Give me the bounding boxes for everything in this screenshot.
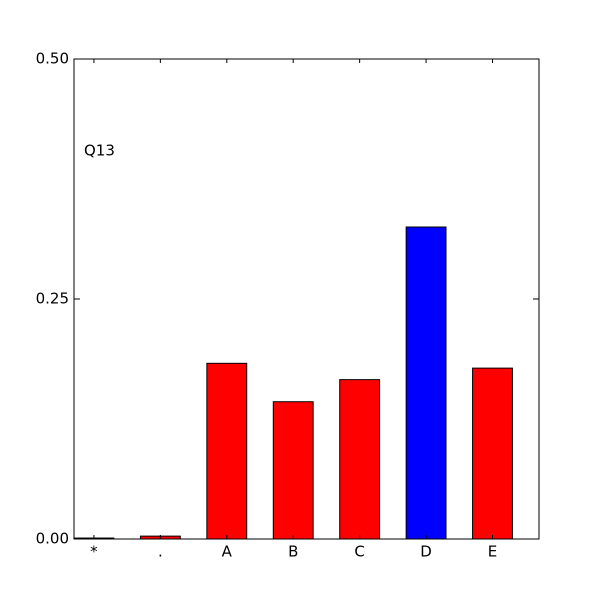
bar: [405, 226, 447, 540]
x-tick-label: B: [288, 543, 298, 561]
bar: [472, 367, 513, 540]
bar: [339, 379, 381, 540]
y-tick-label: 0.50: [36, 50, 69, 68]
x-tick-label: C: [354, 543, 364, 561]
x-tick-label: .: [158, 543, 163, 561]
x-tick-label: D: [420, 543, 432, 561]
x-tick-label: E: [488, 543, 497, 561]
annotation: Q13: [84, 142, 115, 160]
x-tick-label: *: [90, 543, 98, 561]
y-tick-label: 0.00: [36, 530, 69, 548]
bar: [272, 401, 314, 540]
plot-frame: [73, 58, 540, 540]
x-tick-label: A: [222, 543, 233, 561]
y-tick-label: 0.25: [36, 290, 69, 308]
bar: [206, 362, 248, 540]
